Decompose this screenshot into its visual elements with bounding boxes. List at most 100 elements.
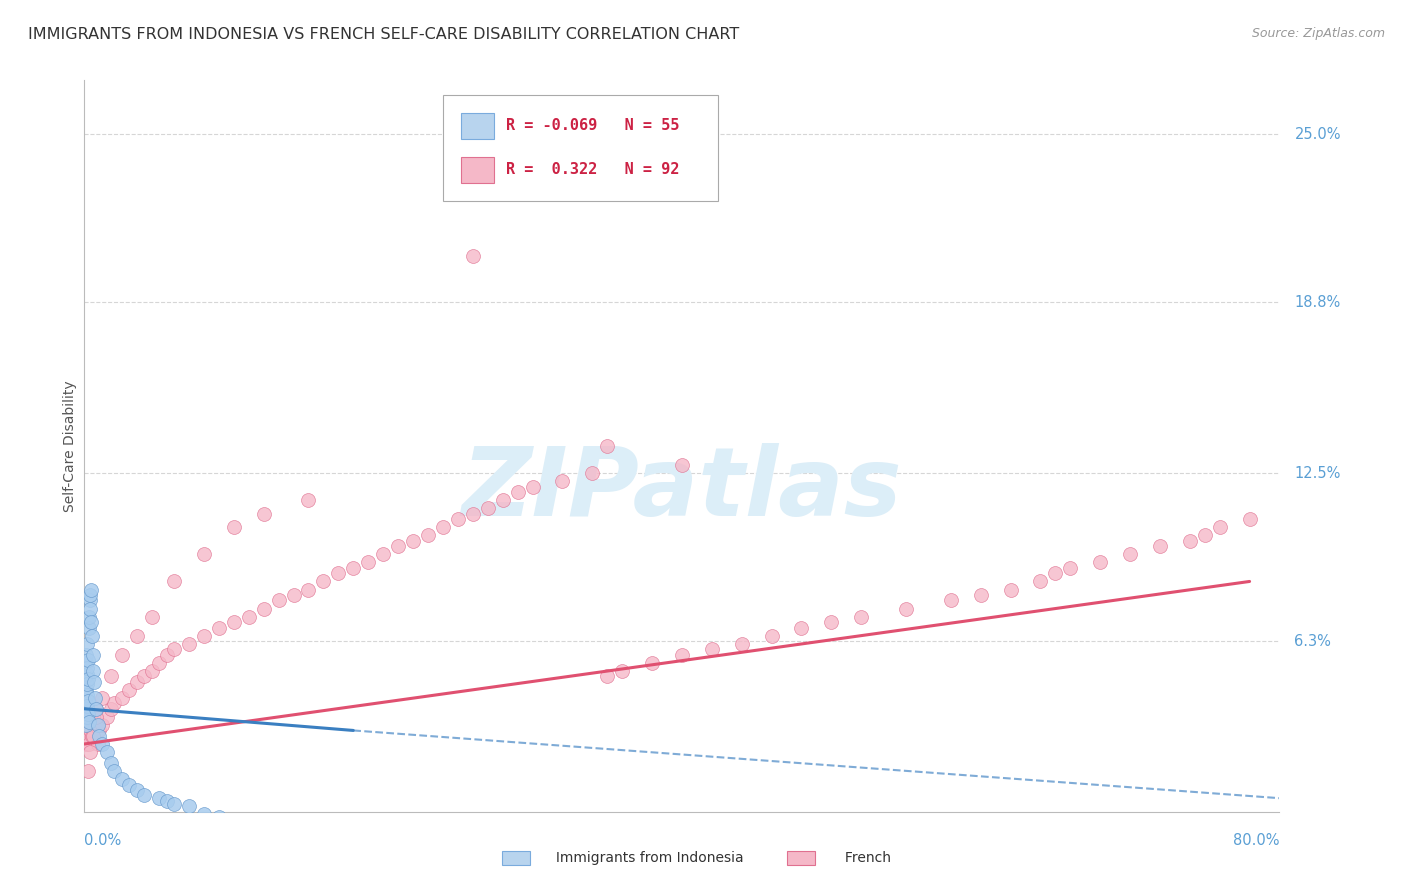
Point	[163, 574, 186, 589]
Point	[342, 821, 364, 835]
Point	[193, 547, 215, 561]
Point	[1059, 561, 1081, 575]
Point	[100, 702, 122, 716]
Point	[731, 637, 754, 651]
Point	[76, 637, 98, 651]
Point	[148, 791, 170, 805]
Point	[103, 764, 125, 778]
Point	[790, 620, 813, 634]
Point	[77, 609, 100, 624]
Point	[111, 690, 134, 705]
Point	[208, 810, 231, 824]
Point	[596, 439, 619, 453]
Point	[253, 507, 276, 521]
Point	[118, 778, 141, 792]
Point	[551, 474, 574, 488]
Point	[1119, 547, 1142, 561]
Point	[82, 664, 104, 678]
Point	[193, 807, 215, 822]
Point	[193, 629, 215, 643]
Point	[141, 664, 163, 678]
Point	[91, 718, 114, 732]
Point	[77, 718, 100, 732]
Text: 25.0%: 25.0%	[1295, 127, 1341, 142]
Point	[155, 648, 177, 662]
Point	[80, 615, 103, 629]
Point	[87, 718, 110, 732]
Point	[163, 642, 186, 657]
Point	[118, 682, 141, 697]
Point	[75, 682, 97, 697]
Point	[75, 697, 97, 711]
Text: 0.0%: 0.0%	[84, 833, 121, 848]
Point	[700, 642, 723, 657]
Point	[82, 710, 104, 724]
Point	[1090, 556, 1112, 570]
Point	[297, 818, 319, 832]
Point	[939, 593, 962, 607]
Point	[641, 656, 664, 670]
Point	[402, 533, 425, 548]
Point	[79, 582, 101, 597]
Point	[851, 609, 873, 624]
Point	[77, 620, 100, 634]
Point	[75, 710, 97, 724]
Point	[82, 729, 104, 743]
Text: French: French	[823, 851, 890, 865]
Point	[283, 588, 305, 602]
Point	[1178, 533, 1201, 548]
Point	[373, 547, 395, 561]
Point	[82, 648, 104, 662]
Point	[76, 661, 98, 675]
Text: R =  0.322   N = 92: R = 0.322 N = 92	[506, 162, 679, 177]
Point	[1149, 539, 1171, 553]
Point	[387, 539, 409, 553]
Point	[132, 789, 156, 803]
Point	[447, 512, 470, 526]
Point	[671, 648, 693, 662]
Point	[75, 737, 97, 751]
Point	[238, 609, 260, 624]
Point	[76, 666, 98, 681]
Point	[75, 674, 97, 689]
Point	[100, 669, 122, 683]
Text: 12.5%: 12.5%	[1295, 466, 1341, 481]
Point	[86, 702, 108, 716]
Point	[79, 588, 101, 602]
Point	[357, 556, 380, 570]
Text: 6.3%: 6.3%	[1295, 633, 1331, 648]
Point	[177, 637, 200, 651]
Point	[461, 507, 484, 521]
Point	[86, 702, 108, 716]
Point	[86, 710, 108, 724]
Point	[222, 615, 245, 629]
Point	[79, 601, 101, 615]
Point	[75, 690, 97, 705]
Text: ZIPatlas: ZIPatlas	[461, 443, 903, 536]
Text: R = -0.069   N = 55: R = -0.069 N = 55	[506, 118, 679, 133]
Point	[89, 729, 111, 743]
Point	[76, 723, 98, 738]
Point	[253, 601, 276, 615]
Point	[76, 699, 98, 714]
Point	[111, 772, 134, 787]
Point	[1209, 520, 1232, 534]
Point	[163, 797, 186, 811]
Point	[103, 697, 125, 711]
Point	[970, 588, 993, 602]
Point	[208, 620, 231, 634]
Point	[177, 799, 200, 814]
Point	[91, 737, 114, 751]
Point	[75, 718, 97, 732]
Point	[596, 669, 619, 683]
Point	[297, 582, 319, 597]
Point	[96, 745, 118, 759]
Y-axis label: Self-Care Disability: Self-Care Disability	[63, 380, 77, 512]
Point	[612, 664, 634, 678]
Point	[132, 669, 156, 683]
Bar	[502, 851, 530, 865]
Point	[75, 669, 97, 683]
Text: IMMIGRANTS FROM INDONESIA VS FRENCH SELF-CARE DISABILITY CORRELATION CHART: IMMIGRANTS FROM INDONESIA VS FRENCH SELF…	[28, 27, 740, 42]
Point	[80, 729, 103, 743]
Point	[1045, 566, 1067, 581]
